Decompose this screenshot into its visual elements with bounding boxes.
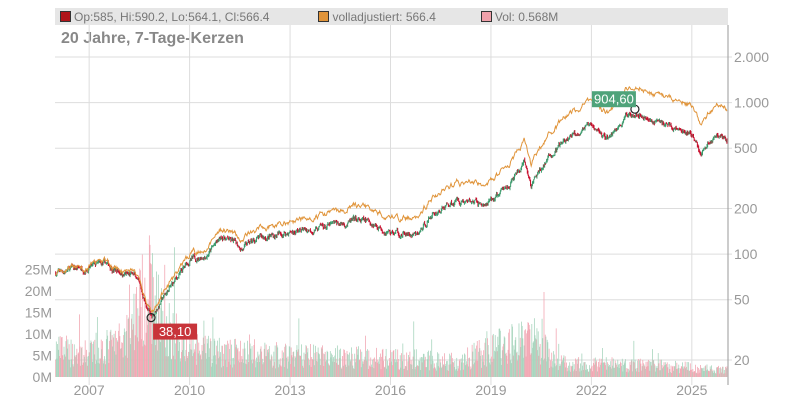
volume-tick-label: 15M [25, 305, 52, 321]
volume-tick-label: 5M [33, 348, 52, 364]
chart-title: 20 Jahre, 7-Tage-Kerzen [61, 30, 244, 47]
y-tick-label: 500 [734, 140, 758, 156]
volume-tick-label: 0M [33, 369, 52, 385]
volume-tick-label: 25M [25, 262, 52, 278]
low-label: 38,10 [159, 324, 192, 339]
volume-tick-label: 20M [25, 283, 52, 299]
x-tick-label: 2022 [576, 382, 607, 398]
x-tick-label: 2016 [375, 382, 406, 398]
x-tick-label: 2010 [174, 382, 205, 398]
high-label-box [591, 91, 636, 108]
y-tick-label: 200 [734, 201, 758, 217]
high-label: 904,60 [594, 92, 634, 107]
adjusted-swatch-icon [318, 10, 330, 22]
y-tick-label: 100 [734, 246, 758, 262]
volume-text: Vol: 0.568M [494, 9, 559, 24]
legend-ohlc: Op:585, Hi:590.2, Lo:564.1, Cl:566.4 [55, 10, 269, 24]
legend-adjusted: volladjustiert: 566.4 [313, 9, 436, 24]
low-label-box [153, 323, 198, 340]
y-tick-label: 20 [734, 352, 750, 368]
y-tick-label: 2.000 [734, 49, 769, 65]
volume-tick-label: 10M [25, 326, 52, 342]
y-tick-label: 1.000 [734, 95, 769, 111]
legend-bar: Op:585, Hi:590.2, Lo:564.1, Cl:566.4 vol… [55, 8, 728, 25]
ohlc-swatch-icon [60, 10, 71, 22]
ohlc-text: Op:585, Hi:590.2, Lo:564.1, Cl:566.4 [74, 9, 270, 24]
y-tick-label: 50 [734, 292, 750, 308]
x-tick-label: 2019 [475, 382, 506, 398]
x-tick-label: 2007 [74, 382, 105, 398]
low-marker-icon [146, 312, 156, 323]
x-tick-label: 2013 [274, 382, 305, 398]
volume-swatch-icon [480, 10, 492, 22]
x-tick-label: 2025 [676, 382, 707, 398]
legend-volume: Vol: 0.568M [476, 10, 558, 24]
adjusted-text: volladjustiert: 566.4 [332, 9, 436, 24]
